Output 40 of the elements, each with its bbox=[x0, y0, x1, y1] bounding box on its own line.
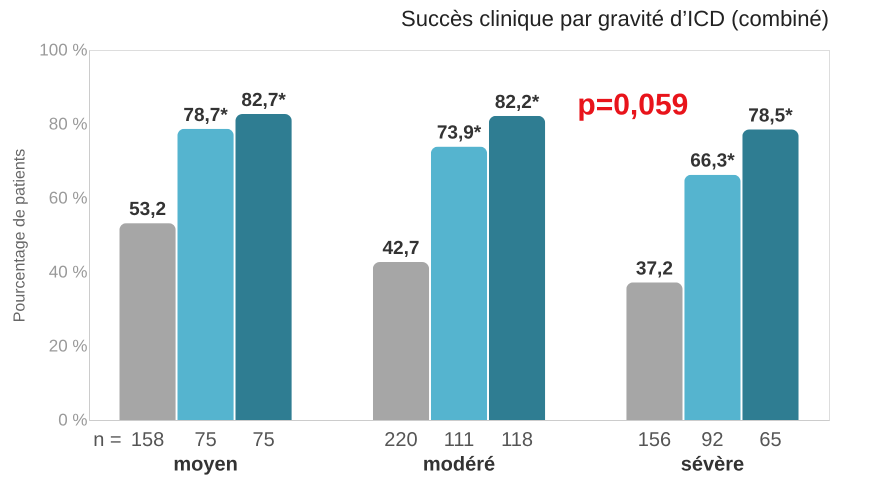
data-label: 78,7* bbox=[183, 104, 228, 126]
data-label: 66,3* bbox=[690, 150, 736, 172]
data-label: 73,9* bbox=[436, 122, 482, 144]
bar bbox=[177, 128, 234, 420]
bar bbox=[235, 114, 292, 420]
text: 75 bbox=[194, 429, 217, 451]
data-label: 82,2* bbox=[494, 92, 540, 113]
annotation: p=0,059 bbox=[577, 88, 688, 122]
bar bbox=[742, 130, 799, 420]
y-tick-label: 20 % bbox=[48, 336, 88, 356]
bar bbox=[430, 146, 488, 420]
data-label: 82,7* bbox=[241, 90, 286, 112]
bar bbox=[626, 282, 683, 420]
bar bbox=[119, 223, 176, 420]
x-tick-label: sévère bbox=[680, 454, 744, 476]
y-tick-label: 0 % bbox=[58, 410, 88, 430]
data-label: 78,5* bbox=[748, 106, 794, 127]
data-label: 53,2 bbox=[129, 199, 166, 220]
text: 92 bbox=[701, 429, 724, 451]
bar bbox=[488, 116, 546, 420]
text: 65 bbox=[759, 429, 782, 451]
bar bbox=[372, 262, 430, 420]
text: 158 bbox=[130, 429, 164, 451]
data-label: 37,2 bbox=[636, 258, 673, 280]
text: 75 bbox=[252, 429, 275, 451]
x-tick-label: moyen bbox=[173, 454, 238, 476]
y-tick-label: 100 % bbox=[39, 40, 88, 60]
y-tick-label: 60 % bbox=[48, 188, 88, 208]
x-tick-label: modéré bbox=[422, 454, 496, 476]
y-axis-title: Pourcentage de patients bbox=[11, 148, 28, 322]
chart-title: Succès clinique par gravité d’ICD (combiné) bbox=[401, 6, 829, 31]
text: 156 bbox=[638, 429, 672, 451]
text: 220 bbox=[384, 429, 418, 451]
text: 111 bbox=[444, 429, 474, 451]
bar bbox=[684, 174, 741, 420]
y-tick-label: 80 % bbox=[48, 114, 88, 134]
text: n = bbox=[93, 429, 122, 451]
data-label: 42,7 bbox=[382, 238, 420, 260]
y-tick-label: 40 % bbox=[48, 262, 88, 282]
text: 118 bbox=[501, 429, 533, 451]
